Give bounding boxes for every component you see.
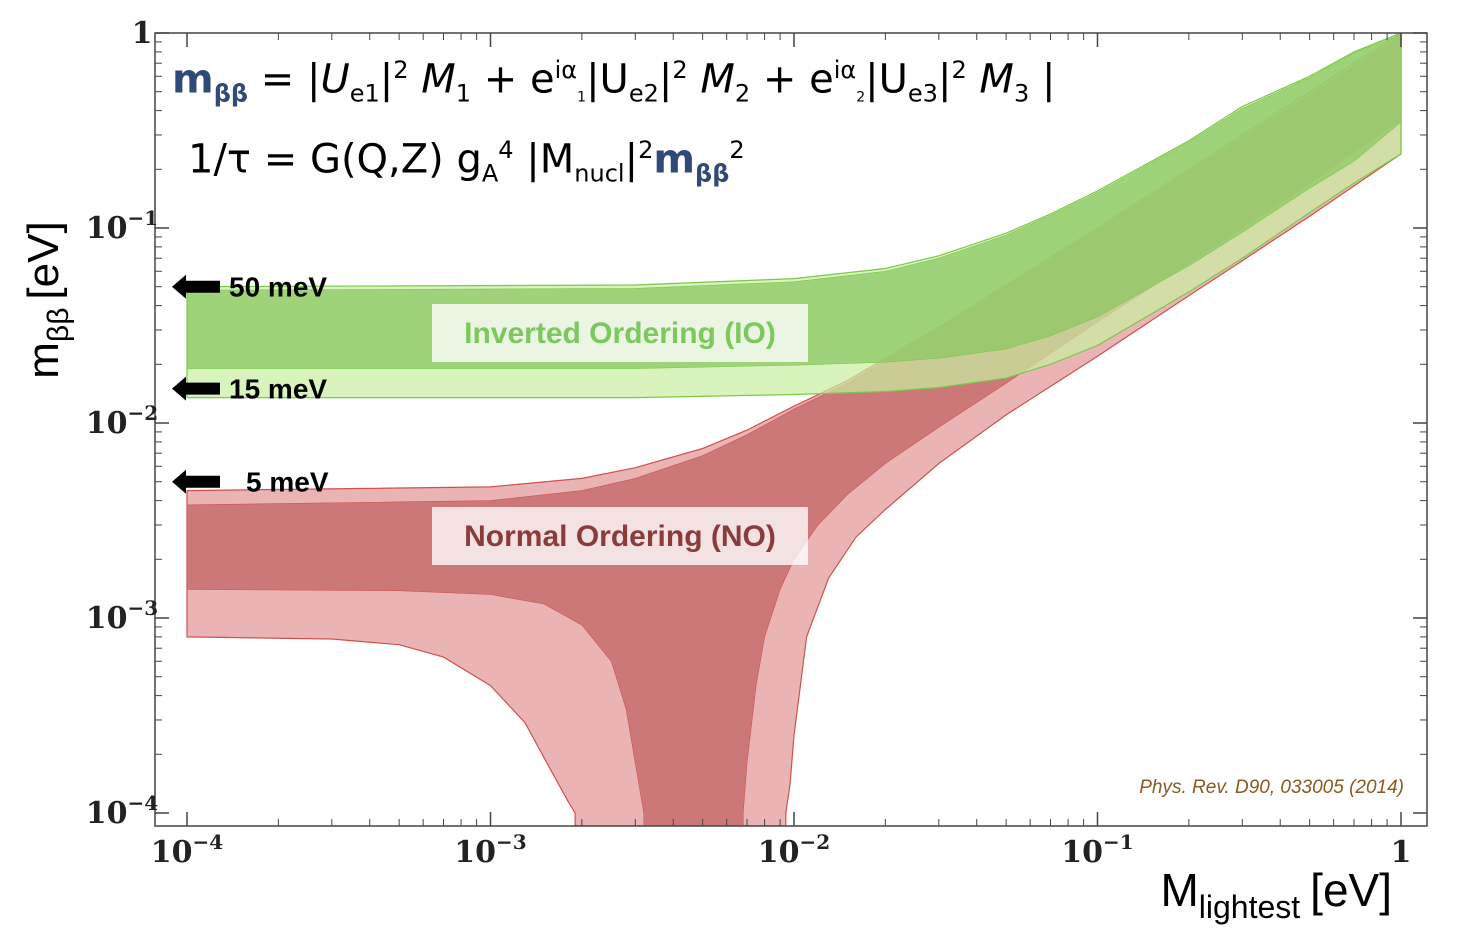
- x-tick-label: 10−4: [151, 830, 224, 870]
- left-arrow-icon: [172, 469, 220, 494]
- y-tick-label: 10−1: [86, 206, 158, 246]
- band-io-inner: [186, 34, 1402, 369]
- mbb-formula: mββ = |Ue1|2 M1 + eiα1|Ue2|2 M2 + eiα2|U…: [172, 56, 1056, 108]
- threshold-label: 15 meV: [229, 374, 327, 405]
- citation: Phys. Rev. D90, 033005 (2014): [1139, 777, 1404, 798]
- y-axis-label: mββ[eV]: [19, 221, 75, 378]
- x-axis-ticks: 10−4 10−3 10−2 10−1 1: [151, 33, 1412, 870]
- y-axis-ticks: 10−4 10−3 10−2 10−1 1: [86, 16, 1427, 831]
- y-tick-label: 10−2: [86, 401, 158, 441]
- y-tick-label: 10−3: [86, 596, 158, 636]
- io-label-box: [432, 304, 808, 362]
- x-tick-label: 1: [1391, 835, 1412, 870]
- x-tick-label: 10−1: [1061, 830, 1133, 870]
- no-region-label: Normal Ordering (NO): [464, 520, 776, 553]
- y-tick-label: 1: [132, 16, 153, 51]
- x-axis-label: Mlightest [eV]: [1160, 864, 1392, 925]
- io-region-label: Inverted Ordering (IO): [464, 317, 776, 350]
- plot-frame: [154, 32, 1428, 827]
- left-arrow-icon: [172, 376, 220, 401]
- threshold-label: 50 meV: [229, 272, 327, 303]
- threshold-label: 5 meV: [246, 467, 329, 498]
- y-tick-label: 10−4: [86, 791, 159, 831]
- x-tick-label: 10−2: [758, 830, 830, 870]
- left-arrow-icon: [172, 274, 220, 299]
- decay-rate-formula: 1/τ = G(Q,Z) gA4 |Mnucl|2mββ2: [188, 136, 745, 188]
- x-tick-label: 10−3: [454, 830, 526, 870]
- no-label-box: [432, 507, 808, 565]
- threshold-arrows: 50 meV 15 meV 5 meV: [172, 272, 329, 498]
